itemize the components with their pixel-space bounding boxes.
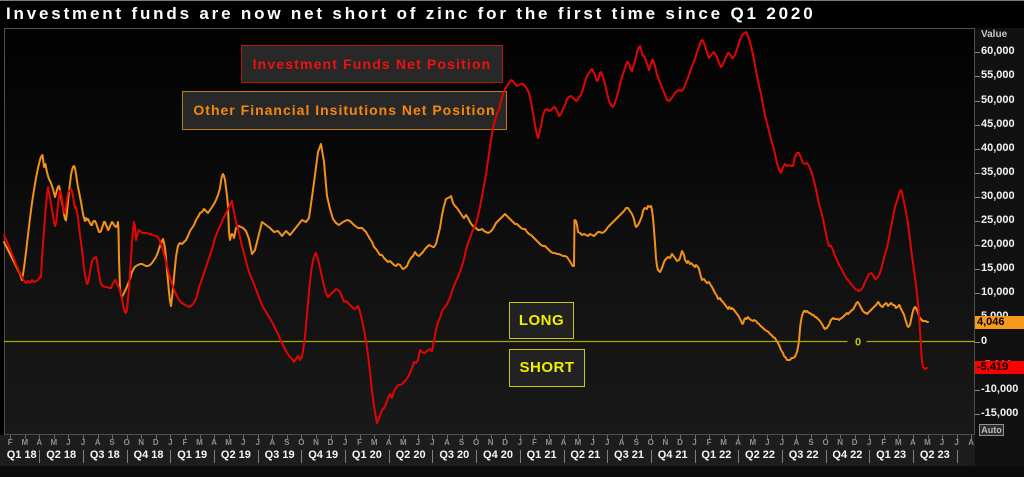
svg-text:0: 0 [855,337,861,349]
